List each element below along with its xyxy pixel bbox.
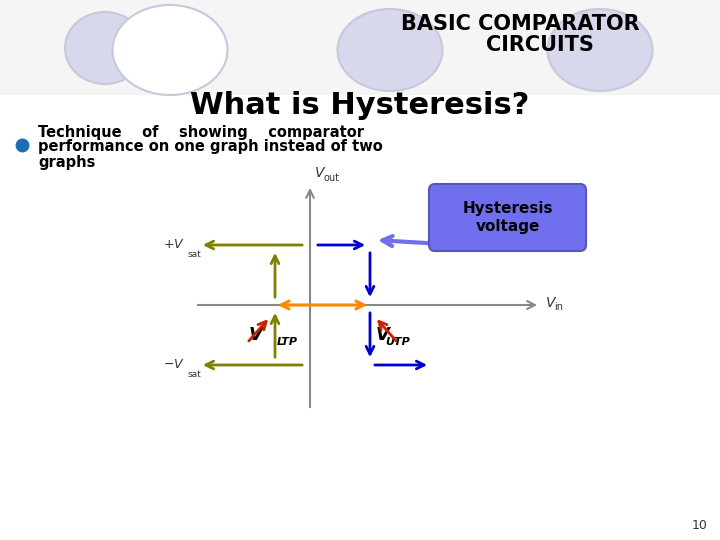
Text: UTP: UTP xyxy=(385,337,410,347)
Text: $+V$: $+V$ xyxy=(163,239,185,252)
Text: graphs: graphs xyxy=(38,154,95,170)
Text: CIRCUITS: CIRCUITS xyxy=(486,35,594,55)
Text: 10: 10 xyxy=(692,519,708,532)
Text: out: out xyxy=(323,173,339,183)
Text: $\boldsymbol{V}$: $\boldsymbol{V}$ xyxy=(248,326,265,344)
Text: $V$: $V$ xyxy=(314,166,326,180)
Ellipse shape xyxy=(547,9,652,91)
Text: sat: sat xyxy=(187,250,201,259)
Text: Hysteresis
voltage: Hysteresis voltage xyxy=(462,201,553,234)
Bar xyxy=(0,0,720,95)
Text: Technique    of    showing    comparator: Technique of showing comparator xyxy=(38,125,364,139)
Ellipse shape xyxy=(338,9,443,91)
Text: in: in xyxy=(554,302,563,312)
Text: LTP: LTP xyxy=(277,337,298,347)
FancyBboxPatch shape xyxy=(429,184,586,251)
Ellipse shape xyxy=(112,5,228,95)
Text: What is Hysteresis?: What is Hysteresis? xyxy=(190,91,530,119)
Text: sat: sat xyxy=(187,370,201,379)
Ellipse shape xyxy=(65,12,145,84)
Text: $-V$: $-V$ xyxy=(163,359,185,372)
Text: $V$: $V$ xyxy=(545,296,557,310)
Text: performance on one graph instead of two: performance on one graph instead of two xyxy=(38,139,383,154)
Text: $\boldsymbol{V}$: $\boldsymbol{V}$ xyxy=(375,326,392,344)
Text: BASIC COMPARATOR: BASIC COMPARATOR xyxy=(401,14,639,34)
